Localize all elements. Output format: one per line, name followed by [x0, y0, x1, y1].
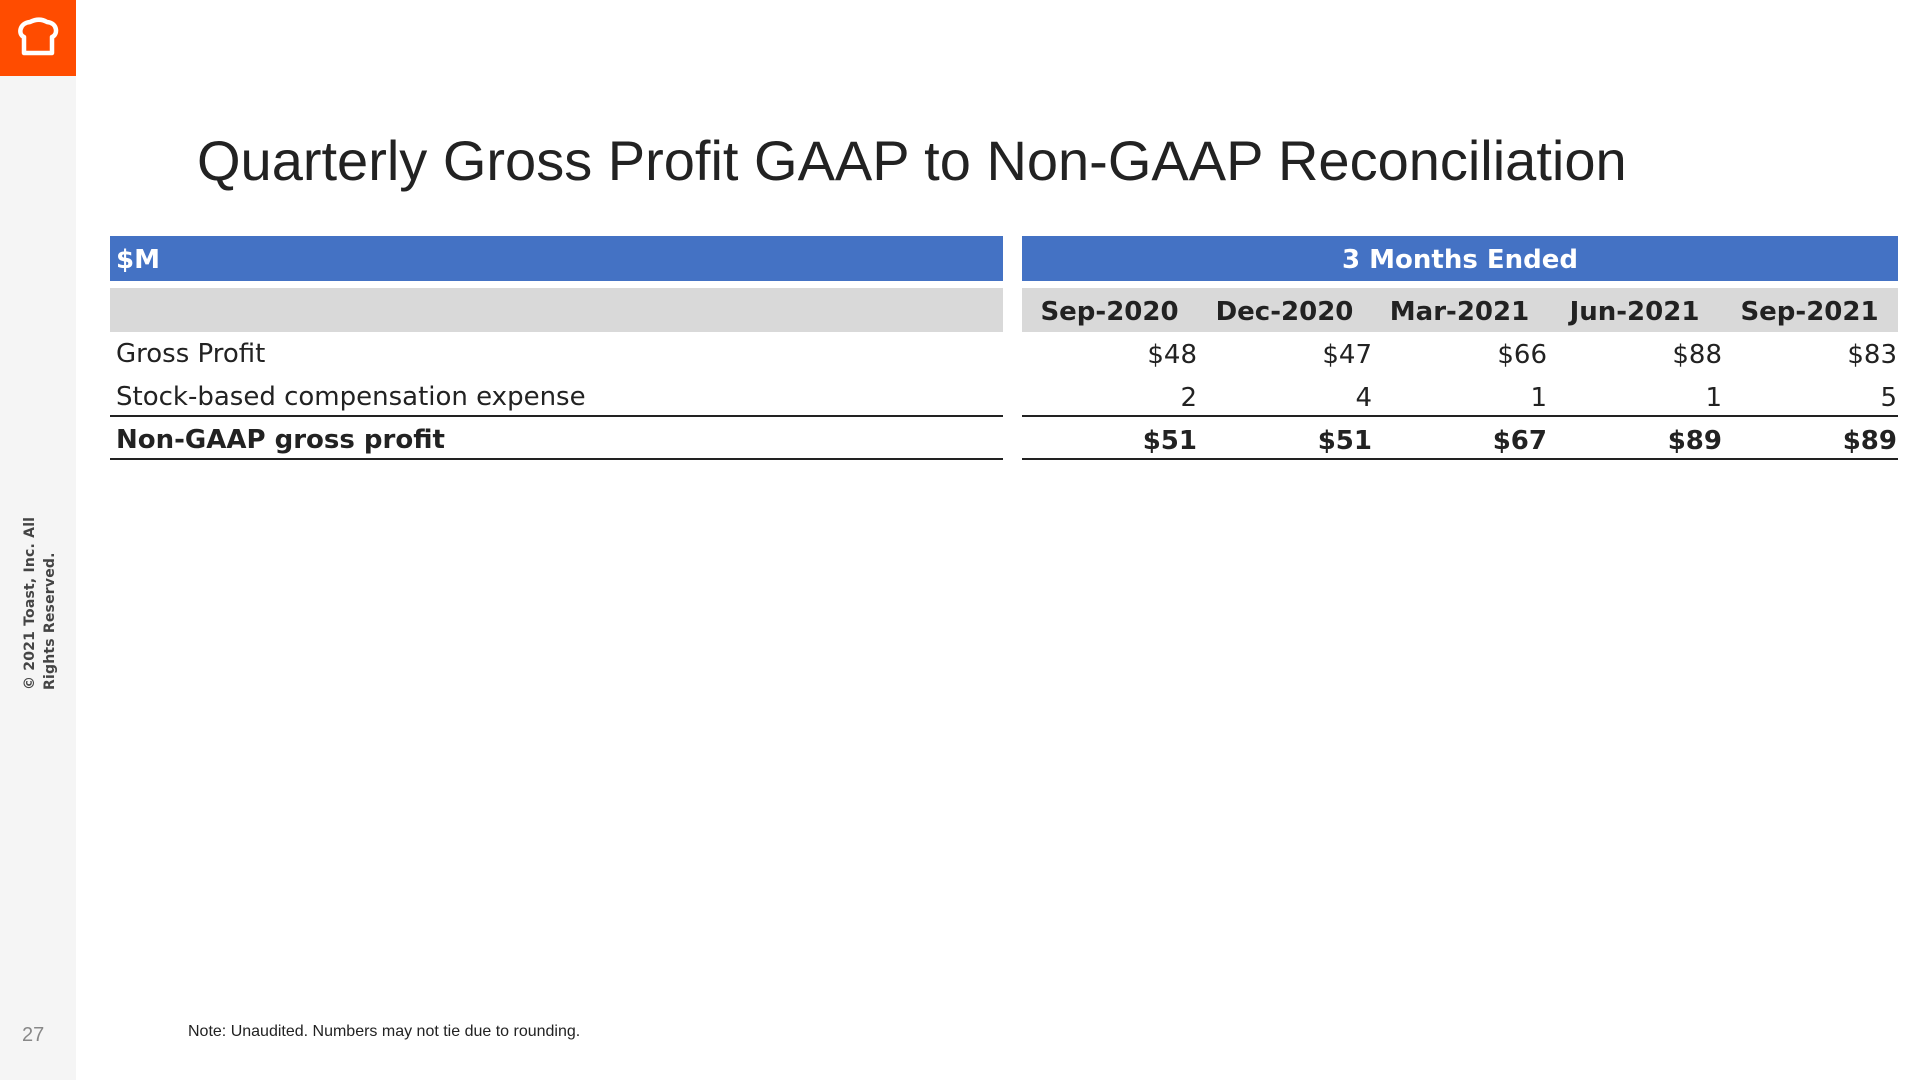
sidebar: © 2021 Toast, Inc. All Rights Reserved. …: [0, 0, 76, 1080]
table-cell: $89: [1842, 426, 1897, 456]
unit-header: $M: [116, 245, 160, 275]
row-label: Non-GAAP gross profit: [116, 425, 445, 455]
table-cell: $66: [1497, 340, 1547, 370]
table-cell: $67: [1492, 426, 1547, 456]
table-cell: $89: [1667, 426, 1722, 456]
reconciliation-table: $M 3 Months Ended Sep-2020 Dec-2020 Mar-…: [110, 236, 1898, 460]
table-cell: 4: [1355, 383, 1372, 413]
table-cell: $51: [1317, 426, 1372, 456]
table-cell: 2: [1180, 383, 1197, 413]
row-label: Gross Profit: [116, 339, 266, 369]
page-number: 27: [22, 1024, 45, 1046]
period-header: 3 Months Ended: [1342, 245, 1578, 275]
table-header-row: $M 3 Months Ended: [110, 236, 1898, 281]
table-row-total: Non-GAAP gross profit $51 $51 $67 $89 $8…: [110, 417, 1898, 460]
table-cell: 5: [1880, 383, 1897, 413]
column-header: Dec-2020: [1215, 297, 1354, 327]
table-cell: 1: [1530, 383, 1547, 413]
footnote: Note: Unaudited. Numbers may not tie due…: [188, 1023, 581, 1040]
column-header: Sep-2021: [1740, 297, 1879, 327]
table-cell: 1: [1705, 383, 1722, 413]
toast-logo-icon: [0, 0, 76, 76]
copyright-notice: © 2021 Toast, Inc. All Rights Reserved.: [22, 516, 58, 690]
table-cell: $51: [1142, 426, 1197, 456]
table-cell: $48: [1147, 340, 1197, 370]
table-row: Stock-based compensation expense 2 4 1 1…: [110, 374, 1898, 417]
column-header-row: Sep-2020 Dec-2020 Mar-2021 Jun-2021 Sep-…: [110, 288, 1898, 332]
table-cell: $88: [1672, 340, 1722, 370]
page-title: Quarterly Gross Profit GAAP to Non-GAAP …: [197, 129, 1627, 192]
table-row: Gross Profit $48 $47 $66 $88 $83: [110, 331, 1898, 374]
table-cell: $47: [1322, 340, 1372, 370]
column-header: Jun-2021: [1569, 297, 1700, 327]
row-label: Stock-based compensation expense: [116, 382, 586, 412]
column-header: Sep-2020: [1040, 297, 1179, 327]
column-header: Mar-2021: [1389, 297, 1530, 327]
table-cell: $83: [1847, 340, 1897, 370]
